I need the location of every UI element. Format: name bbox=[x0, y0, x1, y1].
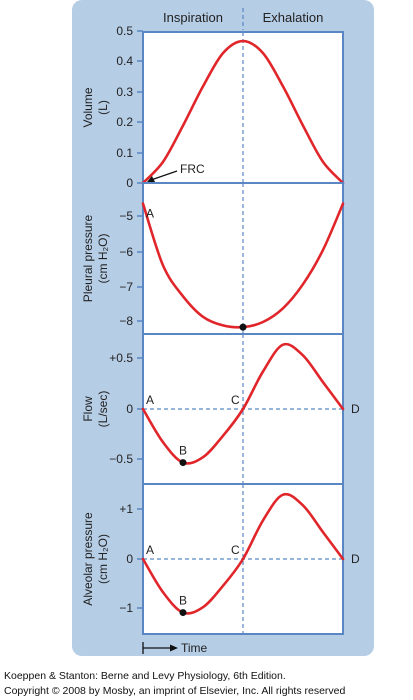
y-tick-label: +1 bbox=[119, 502, 133, 516]
time-label: Time bbox=[181, 641, 208, 655]
series-curve bbox=[141, 342, 345, 465]
y-tick-label: −8 bbox=[119, 314, 133, 328]
point-label-d: D bbox=[351, 552, 360, 566]
y-tick-label: −0.5 bbox=[109, 452, 133, 466]
y-tick-label: 0 bbox=[126, 552, 133, 566]
y-tick-label: 0.3 bbox=[116, 85, 133, 99]
y-axis-label-line: Flow bbox=[81, 396, 95, 422]
panel-3: +0.5 0 −0.5 Flow(L/sec) A B C D bbox=[81, 333, 360, 485]
y-axis-label-line: Pleural pressure bbox=[81, 214, 95, 302]
point-label-b: B bbox=[179, 444, 187, 458]
frc-arrowhead bbox=[147, 176, 155, 182]
y-tick-label: −7 bbox=[119, 280, 133, 294]
y-tick-label: 0.2 bbox=[116, 115, 133, 129]
point-label-a: A bbox=[146, 543, 154, 557]
point-label-a: A bbox=[146, 393, 154, 407]
y-tick-label: 0.1 bbox=[116, 146, 133, 160]
y-axis-label: Volume(L) bbox=[81, 87, 110, 127]
y-axis-label: Flow(L/sec) bbox=[81, 391, 110, 428]
y-tick-label: 0 bbox=[126, 176, 133, 190]
plot-area bbox=[143, 183, 343, 334]
series-curve bbox=[141, 39, 345, 185]
y-tick-label: −1 bbox=[119, 601, 133, 615]
frc-arrow bbox=[150, 170, 178, 181]
point-marker bbox=[179, 609, 187, 617]
point-label-b: B bbox=[179, 594, 187, 608]
exhalation-label: Exhalation bbox=[263, 10, 324, 25]
y-tick-label: 0.5 bbox=[116, 24, 133, 38]
credit-line-2: Copyright © 2008 by Mosby, an imprint of… bbox=[4, 685, 346, 697]
frc-label: FRC bbox=[180, 162, 205, 176]
point-label-a: A bbox=[146, 207, 154, 221]
y-axis-label-line: (cm H₂O) bbox=[96, 234, 110, 284]
y-axis-label-line: (L/sec) bbox=[96, 391, 110, 428]
y-tick-label: −5 bbox=[119, 209, 133, 223]
y-tick-label: 0.4 bbox=[116, 54, 133, 68]
point-marker bbox=[239, 323, 247, 331]
y-axis-label-line: Volume bbox=[81, 87, 95, 127]
point-label-c: C bbox=[231, 543, 240, 557]
plot-area bbox=[143, 32, 343, 183]
y-axis-label-line: (cm H₂O) bbox=[96, 534, 110, 584]
point-marker bbox=[179, 459, 187, 467]
y-tick-label: −6 bbox=[119, 245, 133, 259]
y-tick-label: 0 bbox=[126, 402, 133, 416]
y-axis-label-line: Alveolar pressure bbox=[81, 512, 95, 606]
y-axis-label: Pleural pressure(cm H₂O) bbox=[81, 214, 110, 302]
y-axis-label-line: (L) bbox=[96, 100, 110, 115]
y-tick-label: +0.5 bbox=[109, 351, 133, 365]
series-curve bbox=[141, 492, 345, 615]
point-label-c: C bbox=[231, 393, 240, 407]
time-arrowhead bbox=[170, 644, 178, 652]
panel-1: 0 0.1 0.2 0.3 0.4 0.5 Volume(L) FRC bbox=[81, 24, 345, 190]
point-label-d: D bbox=[351, 402, 360, 416]
inspiration-label: Inspiration bbox=[163, 10, 223, 25]
credit-line-1: Koeppen & Stanton: Berne and Levy Physio… bbox=[4, 670, 286, 682]
panel-4: +1 0 −1 Alveolar pressure(cm H₂O) A B C D bbox=[81, 483, 360, 635]
panel-2: −5 −6 −7 −8 Pleural pressure(cm H₂O) A bbox=[81, 182, 345, 335]
y-axis-label: Alveolar pressure(cm H₂O) bbox=[81, 512, 110, 606]
